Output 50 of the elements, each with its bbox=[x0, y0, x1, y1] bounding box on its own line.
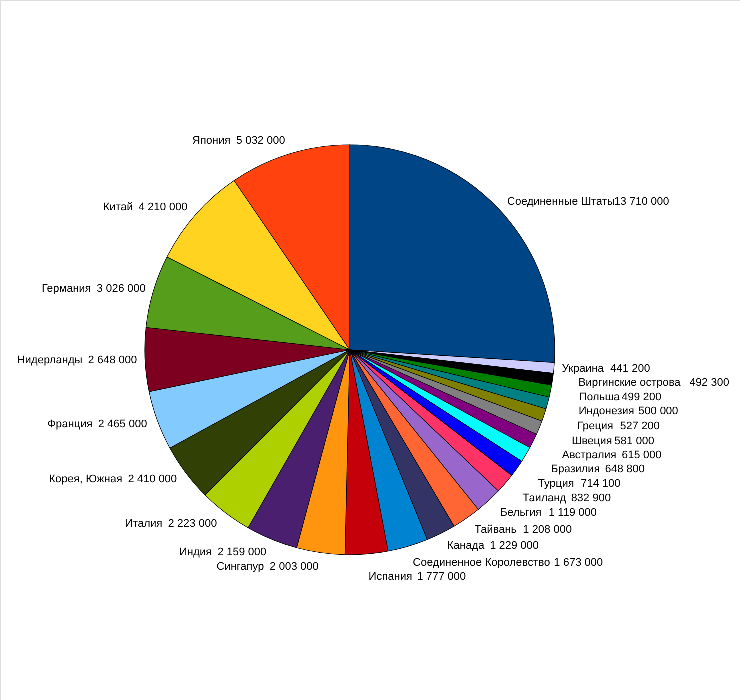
slice-label: Польша bbox=[579, 391, 621, 404]
slice-label: Соединенное Королевство bbox=[413, 556, 550, 569]
slice-label: Швеция bbox=[572, 435, 612, 448]
slice-label: Индия bbox=[180, 546, 212, 559]
data-label: 1 208 000 bbox=[523, 524, 572, 536]
slice-label: Нидерланды bbox=[17, 354, 83, 366]
data-label: 3 026 000 bbox=[96, 283, 146, 296]
slice-label: Таиланд bbox=[522, 492, 568, 505]
slice-label: Австралия bbox=[562, 449, 617, 462]
slice-label: Германия bbox=[42, 283, 92, 296]
slice-label: Китай bbox=[103, 201, 134, 214]
data-label: 2 159 000 bbox=[218, 546, 267, 559]
data-label: 527 200 bbox=[620, 420, 660, 432]
slice-label: Виргинские острова bbox=[578, 377, 682, 390]
data-label: 615 000 bbox=[622, 449, 662, 462]
slice-label: Греция bbox=[578, 420, 614, 432]
slice-label: Украина bbox=[562, 362, 605, 375]
slice-label: Турция bbox=[538, 478, 574, 490]
data-label: 492 300 bbox=[690, 377, 730, 390]
data-label: 714 100 bbox=[581, 478, 621, 490]
data-label: 500 000 bbox=[638, 406, 678, 418]
slice-label: Тайвань bbox=[474, 524, 518, 536]
slice-label: Япония bbox=[192, 134, 231, 147]
data-label: 2 465 000 bbox=[98, 418, 148, 431]
data-label: 2 003 000 bbox=[270, 560, 319, 573]
slice-label: Бельгия bbox=[500, 507, 542, 520]
data-label: 13 710 000 bbox=[614, 196, 670, 208]
data-label: 1 777 000 bbox=[417, 571, 466, 584]
data-label: 581 000 bbox=[614, 435, 654, 448]
slice-label: Корея, Южная bbox=[49, 474, 123, 486]
data-label: 499 200 bbox=[622, 391, 662, 404]
slice-label: Индонезия bbox=[578, 406, 635, 418]
data-label: 1 229 000 bbox=[490, 540, 540, 552]
data-label: 832 900 bbox=[571, 492, 612, 505]
data-label: 441 200 bbox=[610, 362, 650, 375]
data-label: 4 210 000 bbox=[138, 201, 188, 214]
slice-label: Франция bbox=[48, 418, 93, 431]
slice-label: Соединенные Штаты bbox=[507, 196, 616, 208]
slice-label: Испания bbox=[368, 571, 412, 584]
data-label: 5 032 000 bbox=[236, 134, 286, 147]
slice-label: Сингапур bbox=[216, 560, 264, 573]
data-label: 2 223 000 bbox=[168, 518, 218, 530]
data-label: 648 800 bbox=[605, 464, 645, 476]
slice-label: Италия bbox=[125, 518, 163, 530]
data-label: 1 119 000 bbox=[548, 507, 597, 520]
data-label: 2 648 000 bbox=[88, 354, 138, 366]
data-label: 1 673 000 bbox=[554, 556, 604, 569]
slice-label: Канада bbox=[447, 540, 486, 552]
slice-label: Бразилия bbox=[551, 464, 600, 476]
data-label: 2 410 000 bbox=[128, 474, 178, 486]
